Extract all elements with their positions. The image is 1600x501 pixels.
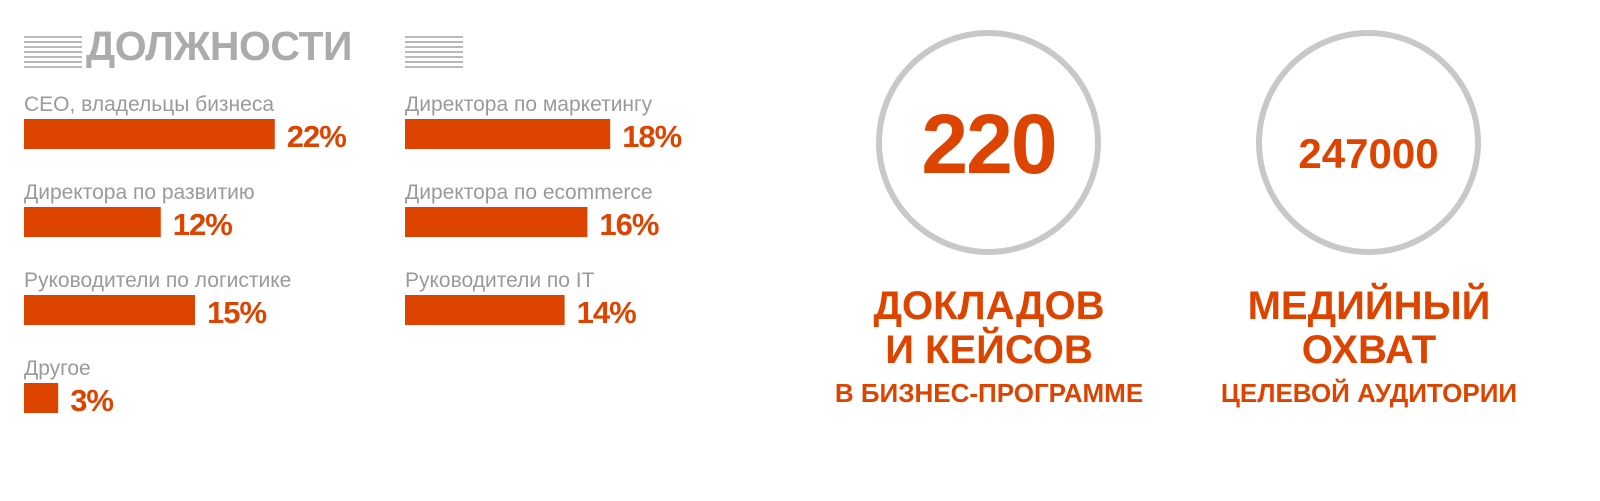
stat-caption-reports-line2: И КЕЙСОВ bbox=[885, 328, 1093, 372]
bar bbox=[24, 383, 59, 413]
stat-ring-reports bbox=[876, 30, 1101, 255]
bar bbox=[405, 295, 565, 325]
stat-caption-reach-line3: ЦЕЛЕВОЙ АУДИТОРИИ bbox=[1220, 378, 1518, 408]
bar-value-label: 15% bbox=[207, 295, 266, 330]
bar-value-label: 16% bbox=[599, 207, 658, 242]
stat-caption-reach-line1: МЕДИЙНЫЙ bbox=[1247, 284, 1491, 328]
title-decoration-left bbox=[24, 36, 82, 70]
stat-caption-reports-line3: В БИЗНЕС-ПРОГРАММЕ bbox=[834, 378, 1144, 408]
bar bbox=[24, 119, 275, 149]
bar-value-label: 18% bbox=[622, 119, 681, 154]
bar-label: Руководители по IT bbox=[405, 269, 595, 292]
bar-value-label: 22% bbox=[287, 119, 346, 154]
bar bbox=[405, 119, 611, 149]
bar bbox=[24, 207, 161, 237]
bar bbox=[24, 295, 195, 325]
bar-label: Директора по развитию bbox=[24, 181, 255, 204]
bar bbox=[405, 207, 588, 237]
bar-label: Руководители по логистике bbox=[24, 269, 291, 292]
stat-number-reach: 247000 bbox=[1298, 130, 1439, 177]
bar-value-label: 3% bbox=[70, 383, 113, 418]
stat-ring-reach bbox=[1256, 30, 1481, 255]
stat-caption-reports-line1: ДОКЛАДОВ bbox=[873, 284, 1105, 328]
stat-caption-reach: МЕДИЙНЫЙ ОХВАТ ЦЕЛЕВОЙ АУДИТОРИИ bbox=[1180, 284, 1558, 406]
bar-value-label: 14% bbox=[577, 295, 636, 330]
stat-caption-reports: ДОКЛАДОВ И КЕЙСОВ В БИЗНЕС-ПРОГРАММЕ bbox=[800, 284, 1178, 406]
positions-bar-chart: CEO, владельцы бизнеса 22% Директора по ра… bbox=[24, 93, 683, 418]
bar-label: CEO, владельцы бизнеса bbox=[24, 93, 274, 116]
section-title: ДОЛЖНОСТИ bbox=[86, 23, 353, 69]
stat-caption-reach-line2: ОХВАТ bbox=[1301, 328, 1437, 372]
bar-label: Другое bbox=[24, 357, 91, 380]
bar-label: Директора по ecommerce bbox=[405, 181, 653, 204]
stat-number-reports: 220 bbox=[921, 97, 1057, 191]
bar-value-label: 12% bbox=[173, 207, 232, 242]
bar-label: Директора по маркетингу bbox=[405, 93, 653, 116]
title-decoration-right bbox=[405, 36, 463, 70]
